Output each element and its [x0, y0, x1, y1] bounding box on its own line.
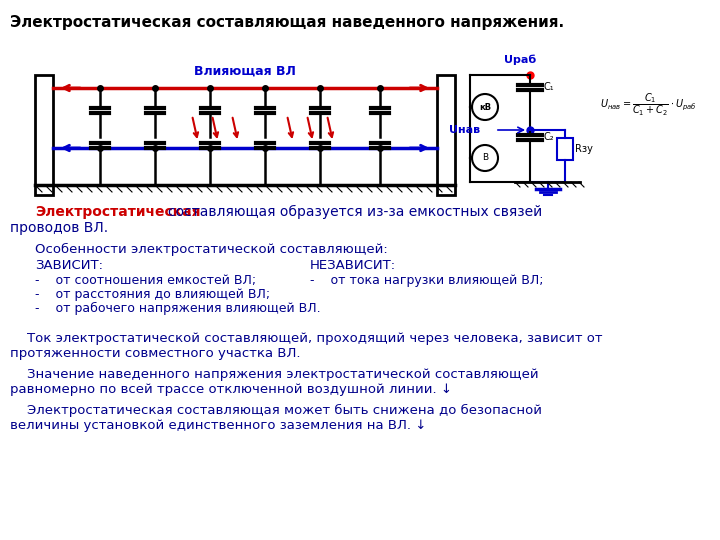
- Text: Электростатическая составляющая может быть снижена до безопасной
величины устано: Электростатическая составляющая может бы…: [10, 404, 542, 432]
- Text: Uнав: Uнав: [449, 125, 480, 135]
- Text: НЕЗАВИСИТ:: НЕЗАВИСИТ:: [310, 259, 396, 272]
- Bar: [437, 75, 455, 195]
- Text: В: В: [482, 153, 488, 163]
- Text: проводов ВЛ.: проводов ВЛ.: [10, 221, 108, 235]
- Text: C₂: C₂: [544, 132, 554, 142]
- Text: -    от соотношения емкостей ВЛ;: - от соотношения емкостей ВЛ;: [35, 274, 256, 287]
- Text: Ток электростатической составляющей, проходящий через человека, зависит от
протя: Ток электростатической составляющей, про…: [10, 332, 603, 360]
- Text: кВ: кВ: [479, 103, 491, 111]
- Text: -    от тока нагрузки влияющей ВЛ;: - от тока нагрузки влияющей ВЛ;: [310, 274, 544, 287]
- Bar: [557, 138, 573, 160]
- Text: Электростатическая: Электростатическая: [35, 205, 200, 219]
- Text: Особенности электростатической составляющей:: Особенности электростатической составляю…: [35, 243, 388, 256]
- Text: -    от расстояния до влияющей ВЛ;: - от расстояния до влияющей ВЛ;: [35, 288, 270, 301]
- Text: ЗАВИСИТ:: ЗАВИСИТ:: [35, 259, 103, 272]
- Text: Влияющая ВЛ: Влияющая ВЛ: [194, 65, 296, 78]
- Bar: [35, 75, 53, 195]
- Text: Электростатическая составляющая наведенного напряжения.: Электростатическая составляющая наведенн…: [10, 15, 564, 30]
- Text: $U_{\mathit{нав}} = \dfrac{C_1}{C_1+C_2} \cdot U_{\mathit{раб}}$: $U_{\mathit{нав}} = \dfrac{C_1}{C_1+C_2}…: [600, 92, 697, 118]
- Text: -    от рабочего напряжения влияющей ВЛ.: - от рабочего напряжения влияющей ВЛ.: [35, 302, 320, 315]
- Text: C₁: C₁: [544, 82, 554, 92]
- Text: Uраб: Uраб: [504, 55, 536, 65]
- Text: Rзу: Rзу: [575, 144, 593, 154]
- Text: составляющая образуется из-за емкостных связей: составляющая образуется из-за емкостных …: [168, 205, 542, 219]
- Text: Значение наведенного напряжения электростатической составляющей
равномерно по вс: Значение наведенного напряжения электрос…: [10, 368, 539, 396]
